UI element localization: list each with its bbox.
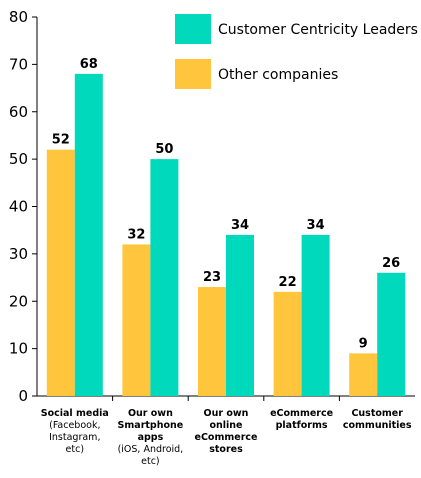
legend-swatch <box>175 14 211 44</box>
category-label: Our own Smartphone apps (iOS, Android, etc) <box>118 408 184 467</box>
category-label: eCommerce platforms <box>270 408 333 431</box>
bar <box>74 73 103 396</box>
bar <box>46 149 75 396</box>
category-label-line: (Facebook, <box>49 420 100 431</box>
bar <box>226 234 254 396</box>
bar <box>273 291 302 396</box>
bar <box>349 353 378 396</box>
data-label: 68 <box>80 57 98 72</box>
category-label-line: apps <box>138 432 164 443</box>
data-label: 52 <box>52 133 70 148</box>
category-label-line: Customer <box>351 408 403 419</box>
bar <box>198 287 226 396</box>
category-label-line: communities <box>343 420 412 431</box>
category-label-line: Our own <box>128 408 173 419</box>
bar <box>122 244 151 396</box>
value-labels: 52 32 23 22 9 68 50 34 34 26 <box>52 57 400 352</box>
bars <box>46 73 406 396</box>
category-label-line: etc) <box>66 444 85 455</box>
category-labels: Social media (Facebook, Instagram, etc)Our … <box>41 408 412 467</box>
data-label: 34 <box>307 218 325 233</box>
data-label: 50 <box>155 142 173 157</box>
y-tick-label: 30 <box>9 245 28 263</box>
category-label-line: platforms <box>276 420 328 431</box>
bar <box>150 159 179 396</box>
data-label: 22 <box>279 275 297 290</box>
data-label: 34 <box>231 218 249 233</box>
y-tick-label: 20 <box>9 292 28 310</box>
category-label: Social media (Facebook, Instagram, etc) <box>41 408 109 455</box>
bar <box>377 272 406 396</box>
category-label-line: online <box>209 420 242 431</box>
bar <box>301 234 330 396</box>
legend: Customer Centricity Leaders Other compani… <box>175 14 418 89</box>
category-label-line: Instagram, <box>49 432 100 443</box>
data-label: 32 <box>127 227 145 242</box>
y-tick-label: 50 <box>9 150 28 168</box>
y-tick-label: 80 <box>9 8 28 26</box>
category-label-line: (iOS, Android, <box>118 444 184 455</box>
category-label-line: Smartphone <box>118 420 184 431</box>
category-label: Customer communities <box>343 408 412 431</box>
category-label: Our own online eCommerce stores <box>195 408 258 455</box>
y-tick-label: 40 <box>9 198 28 216</box>
legend-label: Customer Centricity Leaders <box>218 22 418 38</box>
y-tick-label: 10 <box>9 340 28 358</box>
axes: 0 10 20 30 40 50 60 70 80 <box>9 8 415 405</box>
category-label-line: eCommerce <box>270 408 333 419</box>
data-label: 26 <box>382 256 400 271</box>
y-tick-label: 70 <box>9 55 28 73</box>
data-label: 9 <box>359 336 368 351</box>
y-tick-label: 0 <box>18 387 28 405</box>
category-label-line: eCommerce <box>195 432 258 443</box>
legend-label: Other companies <box>218 67 338 83</box>
category-label-line: stores <box>209 444 243 455</box>
data-label: 23 <box>203 270 221 285</box>
category-label-line: etc) <box>141 456 160 467</box>
category-label-line: Our own <box>204 408 249 419</box>
legend-swatch <box>175 59 211 89</box>
category-label-line: Social media <box>41 408 109 419</box>
y-tick-label: 60 <box>9 103 28 121</box>
